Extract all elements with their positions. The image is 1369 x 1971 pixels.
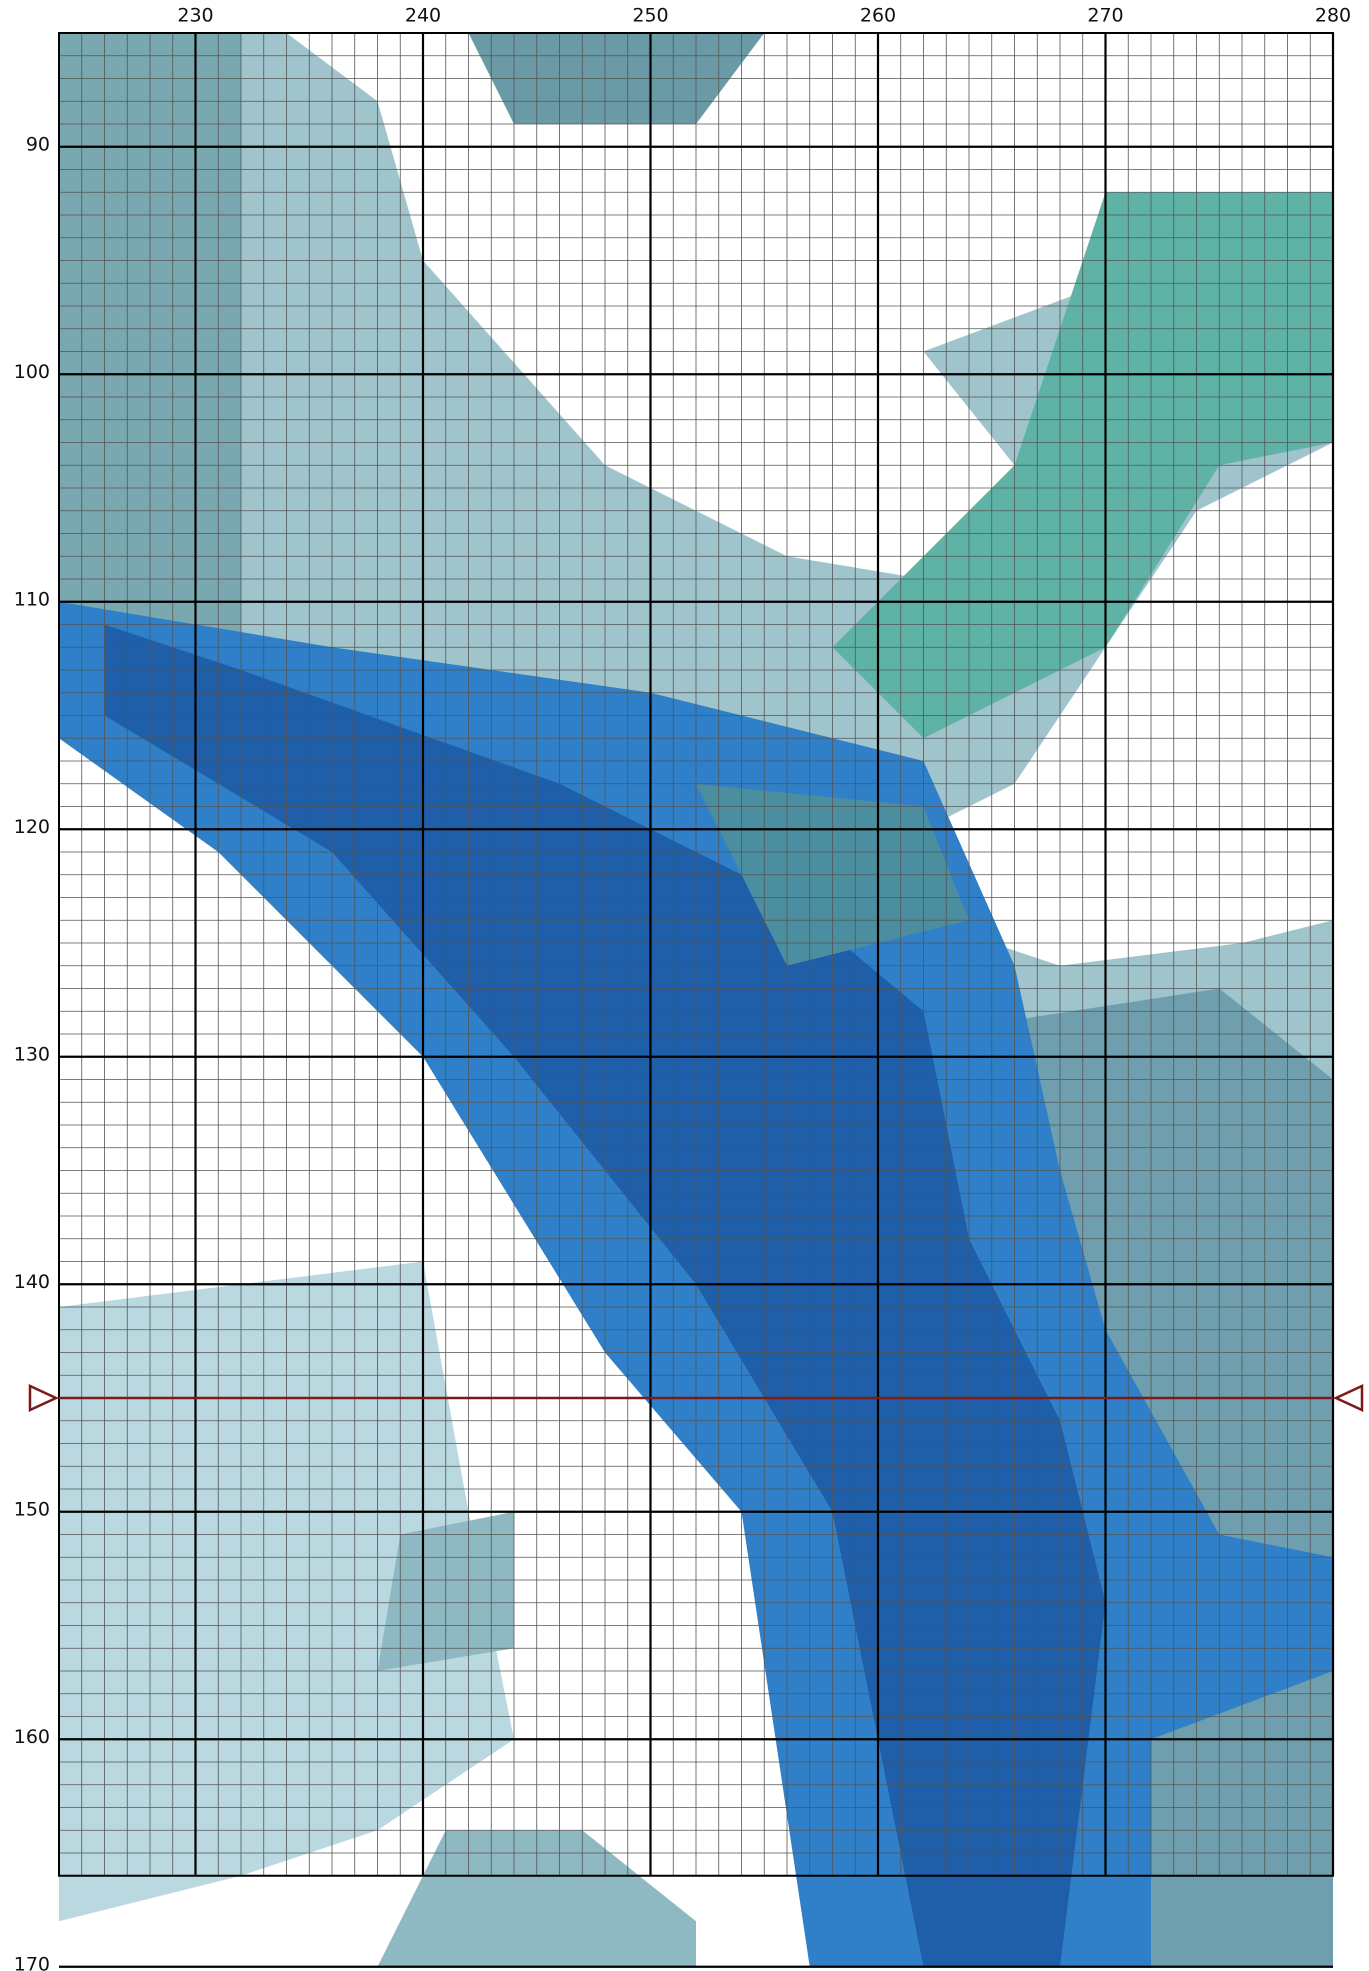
row-label: 90 (26, 133, 50, 155)
row-label: 160 (14, 1726, 50, 1748)
center-markers (28, 1384, 1364, 1412)
column-label: 270 (1087, 5, 1123, 27)
labels: 230 240 250 260 270 280 90 100 110 120 130 140 150 16… (14, 5, 1351, 1971)
row-label: 140 (14, 1271, 50, 1293)
stitch-region (377, 1830, 696, 1967)
column-label: 280 (1315, 5, 1351, 27)
row-label: 110 (14, 588, 50, 610)
column-label: 250 (632, 5, 668, 27)
row-label: 170 (14, 1953, 50, 1971)
center-arrow-left (28, 1384, 59, 1412)
row-label: 130 (14, 1043, 50, 1065)
column-label: 230 (177, 5, 213, 27)
row-label: 150 (14, 1498, 50, 1520)
row-label: 120 (14, 816, 50, 838)
chart-border (58, 32, 1334, 1877)
center-arrow-right (1333, 1384, 1364, 1412)
column-label: 240 (405, 5, 441, 27)
grid (58, 32, 1335, 1968)
row-label: 100 (14, 361, 50, 383)
column-label: 260 (860, 5, 896, 27)
